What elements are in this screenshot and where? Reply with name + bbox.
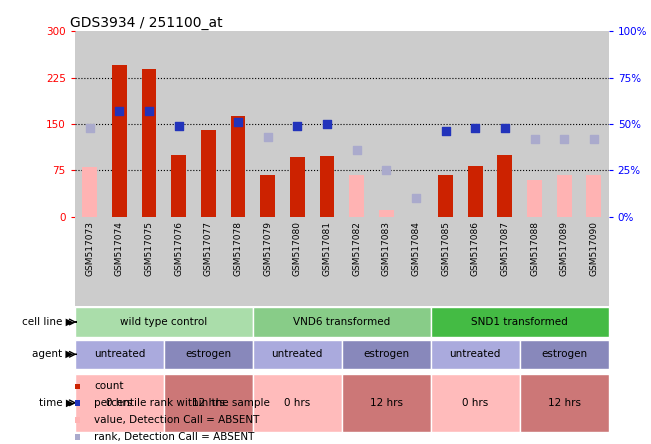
Point	[233, 119, 243, 126]
Point	[440, 128, 450, 135]
Text: estrogen: estrogen	[541, 349, 587, 359]
Point	[262, 134, 273, 141]
Bar	[82, 167, 97, 217]
Bar	[379, 210, 394, 217]
Point	[500, 124, 510, 131]
Bar	[253, 374, 342, 432]
Text: GSM517082: GSM517082	[352, 222, 361, 276]
Bar	[290, 157, 305, 217]
Text: 12 hrs: 12 hrs	[192, 398, 225, 408]
Text: untreated: untreated	[271, 349, 323, 359]
Bar	[75, 307, 253, 337]
Bar	[587, 175, 602, 217]
Text: VND6 transformed: VND6 transformed	[293, 317, 391, 327]
Bar	[431, 374, 519, 432]
Text: 0 hrs: 0 hrs	[106, 398, 132, 408]
Point	[559, 135, 570, 143]
Text: GSM517090: GSM517090	[589, 222, 598, 276]
Bar	[468, 166, 482, 217]
Point	[173, 122, 184, 129]
Bar	[349, 175, 364, 217]
Bar	[431, 307, 609, 337]
Bar	[164, 374, 253, 432]
Text: GSM517077: GSM517077	[204, 222, 213, 276]
Point	[114, 107, 124, 115]
Text: agent ▶: agent ▶	[32, 349, 74, 359]
Text: untreated: untreated	[450, 349, 501, 359]
Bar	[431, 340, 519, 369]
Bar	[201, 130, 215, 217]
Text: GSM517089: GSM517089	[560, 222, 569, 276]
Bar	[142, 70, 156, 217]
Bar	[112, 65, 127, 217]
Point	[411, 195, 421, 202]
Text: 12 hrs: 12 hrs	[547, 398, 581, 408]
Text: GSM517085: GSM517085	[441, 222, 450, 276]
Text: GSM517076: GSM517076	[174, 222, 183, 276]
Bar	[230, 116, 245, 217]
Bar	[497, 155, 512, 217]
Point	[589, 135, 599, 143]
Text: GSM517079: GSM517079	[263, 222, 272, 276]
Point	[85, 124, 95, 131]
Point	[322, 120, 332, 127]
Text: GSM517081: GSM517081	[322, 222, 331, 276]
Text: GSM517084: GSM517084	[411, 222, 421, 276]
Text: GSM517083: GSM517083	[381, 222, 391, 276]
Point	[381, 167, 391, 174]
Bar	[342, 340, 431, 369]
Bar	[438, 175, 453, 217]
Bar	[164, 340, 253, 369]
Bar	[557, 175, 572, 217]
Bar	[557, 175, 572, 217]
Bar	[527, 180, 542, 217]
Text: 0 hrs: 0 hrs	[284, 398, 311, 408]
Bar	[260, 175, 275, 217]
Text: GSM517075: GSM517075	[145, 222, 154, 276]
Text: GSM517073: GSM517073	[85, 222, 94, 276]
Point	[470, 124, 480, 131]
Point	[529, 135, 540, 143]
Bar	[75, 340, 164, 369]
Text: SND1 transformed: SND1 transformed	[471, 317, 568, 327]
Bar	[519, 374, 609, 432]
Point	[292, 122, 303, 129]
Text: time ▶: time ▶	[38, 398, 74, 408]
Text: GSM517074: GSM517074	[115, 222, 124, 276]
Text: GSM517078: GSM517078	[234, 222, 242, 276]
Text: 0 hrs: 0 hrs	[462, 398, 488, 408]
Text: GSM517088: GSM517088	[530, 222, 539, 276]
Text: untreated: untreated	[94, 349, 145, 359]
Text: GDS3934 / 251100_at: GDS3934 / 251100_at	[70, 16, 222, 30]
Text: GSM517086: GSM517086	[471, 222, 480, 276]
Bar	[519, 340, 609, 369]
Bar	[320, 156, 335, 217]
Text: cell line ▶: cell line ▶	[21, 317, 74, 327]
Text: wild type control: wild type control	[120, 317, 208, 327]
Bar	[342, 374, 431, 432]
Point	[144, 107, 154, 115]
Bar	[587, 175, 602, 217]
Point	[352, 147, 362, 154]
Bar	[253, 340, 342, 369]
Text: GSM517080: GSM517080	[293, 222, 302, 276]
Bar	[75, 374, 164, 432]
Text: rank, Detection Call = ABSENT: rank, Detection Call = ABSENT	[94, 432, 255, 442]
Bar	[253, 307, 431, 337]
Text: estrogen: estrogen	[363, 349, 409, 359]
Text: count: count	[94, 381, 124, 391]
Text: GSM517087: GSM517087	[501, 222, 509, 276]
Text: 12 hrs: 12 hrs	[370, 398, 403, 408]
Text: estrogen: estrogen	[186, 349, 231, 359]
Text: percentile rank within the sample: percentile rank within the sample	[94, 398, 270, 408]
Text: value, Detection Call = ABSENT: value, Detection Call = ABSENT	[94, 415, 260, 425]
Bar	[171, 155, 186, 217]
